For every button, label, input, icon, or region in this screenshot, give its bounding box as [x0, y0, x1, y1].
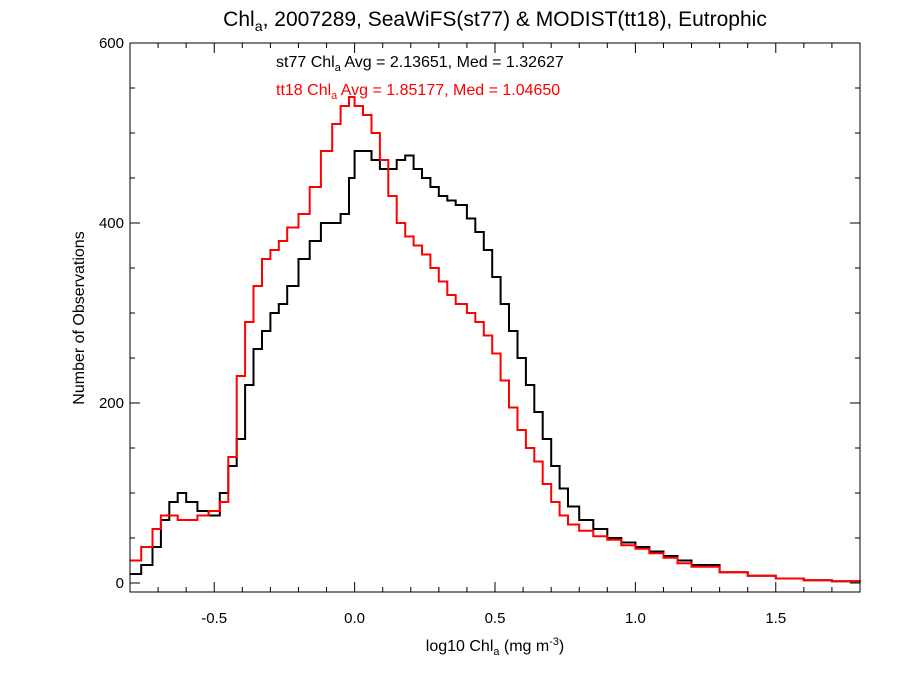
series-layer	[130, 96, 861, 583]
x-tick-label: 0.0	[344, 610, 365, 627]
series-tt18-line	[130, 96, 861, 583]
y-tick-label: 0	[116, 575, 124, 592]
y-tick-label: 400	[99, 215, 124, 232]
tt18-stats-annotation: tt18 Chla Avg = 1.85177, Med = 1.04650	[276, 82, 561, 102]
x-axis-label: log10 Chla (mg m-3)	[425, 636, 565, 658]
x-tick-label: 1.5	[765, 610, 786, 627]
chart-title: Chla, 2007289, SeaWiFS(st77) & MODIST(tt…	[223, 8, 767, 35]
plot-frame	[129, 42, 861, 593]
st77-stats-annotation: st77 Chla Avg = 2.13651, Med = 1.32627	[276, 54, 564, 74]
x-tick-label: 1.0	[625, 610, 646, 627]
y-axis-label: Number of Observations	[71, 231, 88, 405]
tick-layer: -0.5 0.0 0.5 1.0 1.5 0 200 400 600	[99, 35, 861, 627]
y-tick-label: 200	[99, 395, 124, 412]
y-tick-label: 600	[99, 35, 124, 52]
x-tick-label: 0.5	[485, 610, 506, 627]
series-st77-line	[130, 150, 861, 583]
x-tick-label: -0.5	[201, 610, 227, 627]
